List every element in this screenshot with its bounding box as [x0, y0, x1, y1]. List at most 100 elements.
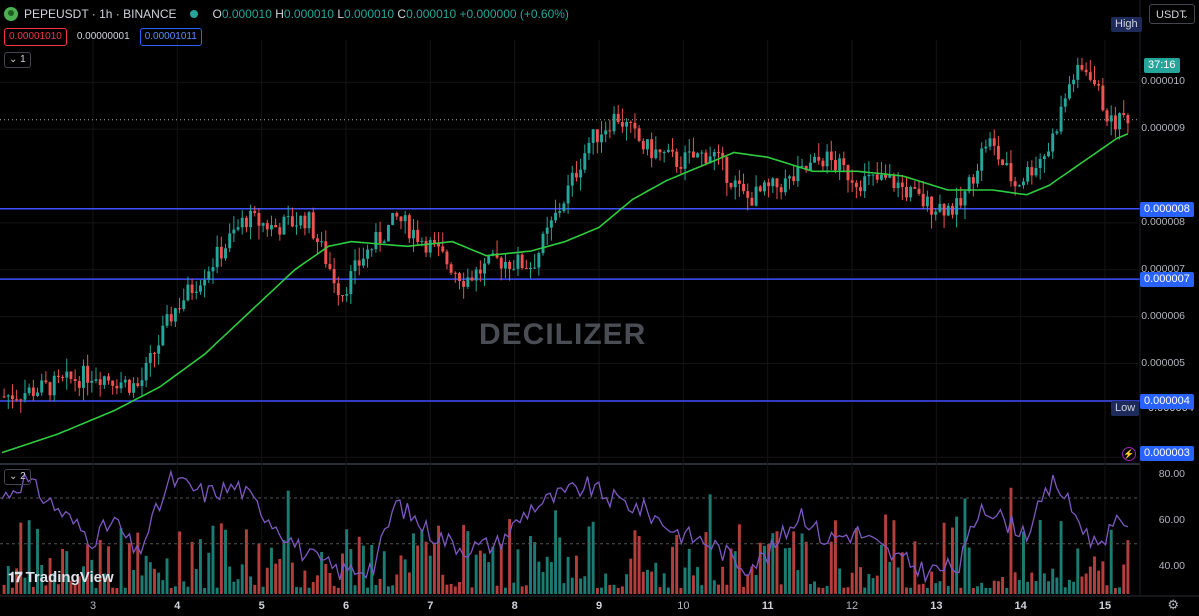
volume-bar	[299, 587, 303, 594]
candle	[921, 193, 925, 207]
candle	[412, 229, 415, 239]
candle	[950, 205, 954, 215]
volume-bar	[612, 584, 616, 594]
candle	[487, 255, 491, 264]
volume-bar	[432, 543, 436, 594]
volume-bar	[307, 587, 311, 594]
candle	[232, 229, 236, 234]
candle	[779, 187, 783, 193]
y-axis-tick: 0.000008	[1141, 215, 1185, 228]
volume-bar	[127, 542, 131, 594]
candle	[884, 174, 888, 178]
candle	[629, 121, 633, 123]
volume-bar	[144, 555, 148, 594]
volume-bar	[867, 574, 871, 594]
candle	[403, 215, 407, 222]
volume-bar	[361, 545, 365, 594]
buy-button[interactable]: 0.00001011	[139, 28, 202, 46]
oscillator-pane-toggle[interactable]: ⌄ 2	[4, 469, 31, 485]
volume-bar	[453, 586, 457, 594]
volume-bar	[917, 584, 921, 594]
volume-bar	[428, 555, 432, 594]
volume-bar	[846, 587, 850, 594]
candle	[1017, 185, 1021, 187]
symbol-title[interactable]: PEPEUSDT · 1h · BINANCE	[24, 7, 177, 21]
volume-bar	[1038, 519, 1042, 594]
volume-bar	[1113, 587, 1117, 594]
volume-bar	[733, 551, 737, 594]
volume-bar	[336, 587, 340, 594]
candle	[370, 249, 374, 251]
volume-bar	[420, 529, 424, 594]
volume-bar	[1026, 581, 1030, 594]
osc-y-axis-tick: 60.00	[1158, 513, 1185, 526]
price-change: +0.000000 (+0.60%)	[459, 7, 569, 21]
sell-button[interactable]: 0.00001010	[4, 28, 67, 46]
candle	[771, 178, 775, 187]
candle	[796, 166, 800, 182]
candle	[203, 279, 207, 286]
candle	[307, 212, 311, 229]
osc-y-axis-tick: 80.00	[1158, 468, 1185, 481]
candle	[190, 284, 194, 293]
candle	[566, 185, 570, 204]
main-pane-toggle[interactable]: ⌄ 1	[4, 52, 31, 68]
volume-bar	[616, 587, 620, 594]
candle	[1084, 69, 1088, 73]
candle	[875, 174, 879, 180]
candle	[888, 174, 892, 178]
volume-bar	[311, 581, 315, 594]
volume-bar	[265, 567, 269, 594]
volume-bar	[691, 575, 695, 594]
candle	[783, 178, 787, 193]
candle	[186, 284, 190, 301]
candle	[620, 122, 624, 127]
volume-bar	[754, 574, 758, 594]
volume-bar	[65, 551, 69, 594]
volume-bar	[1009, 487, 1013, 594]
candle	[44, 380, 48, 383]
volume-bar	[587, 526, 591, 594]
volume-bar	[249, 576, 253, 594]
candle	[219, 246, 223, 259]
volume-bar	[449, 583, 453, 594]
volume-bar	[2, 584, 6, 594]
volume-bar	[253, 584, 257, 594]
candle	[1067, 84, 1071, 99]
volume-bar	[1047, 581, 1050, 594]
candle	[366, 249, 370, 259]
volume-bar	[591, 521, 595, 594]
candle	[988, 138, 992, 147]
volume-bar	[554, 510, 558, 594]
candle	[1101, 85, 1105, 111]
candle	[842, 158, 846, 166]
lightning-icon[interactable]: ⚡	[1122, 447, 1136, 461]
candle	[353, 260, 357, 272]
candle	[437, 242, 441, 247]
volume-bar	[40, 564, 44, 594]
volume-bar	[136, 532, 140, 594]
settings-gear-icon[interactable]: ⚙	[1167, 597, 1179, 612]
candle	[863, 176, 867, 192]
candle	[879, 174, 883, 180]
candle	[153, 352, 156, 354]
candle	[69, 371, 73, 379]
candle	[909, 187, 913, 198]
volume-bar	[529, 535, 532, 594]
volume-bar	[27, 520, 31, 594]
currency-select[interactable]: USDT ⌄	[1149, 4, 1195, 24]
volume-bar	[386, 586, 390, 594]
volume-bar	[470, 587, 474, 594]
volume-bar	[503, 587, 507, 594]
x-axis-label: 13	[930, 600, 943, 612]
y-axis-tick: 0.000006	[1141, 309, 1185, 322]
candle	[483, 263, 486, 274]
chevron-down-icon: ⌄	[9, 471, 18, 482]
candle	[382, 241, 386, 243]
volume-bar	[178, 531, 182, 594]
volume-bar	[938, 581, 942, 594]
candle	[821, 160, 825, 167]
volume-bar	[73, 584, 77, 594]
volume-bar	[15, 568, 19, 594]
